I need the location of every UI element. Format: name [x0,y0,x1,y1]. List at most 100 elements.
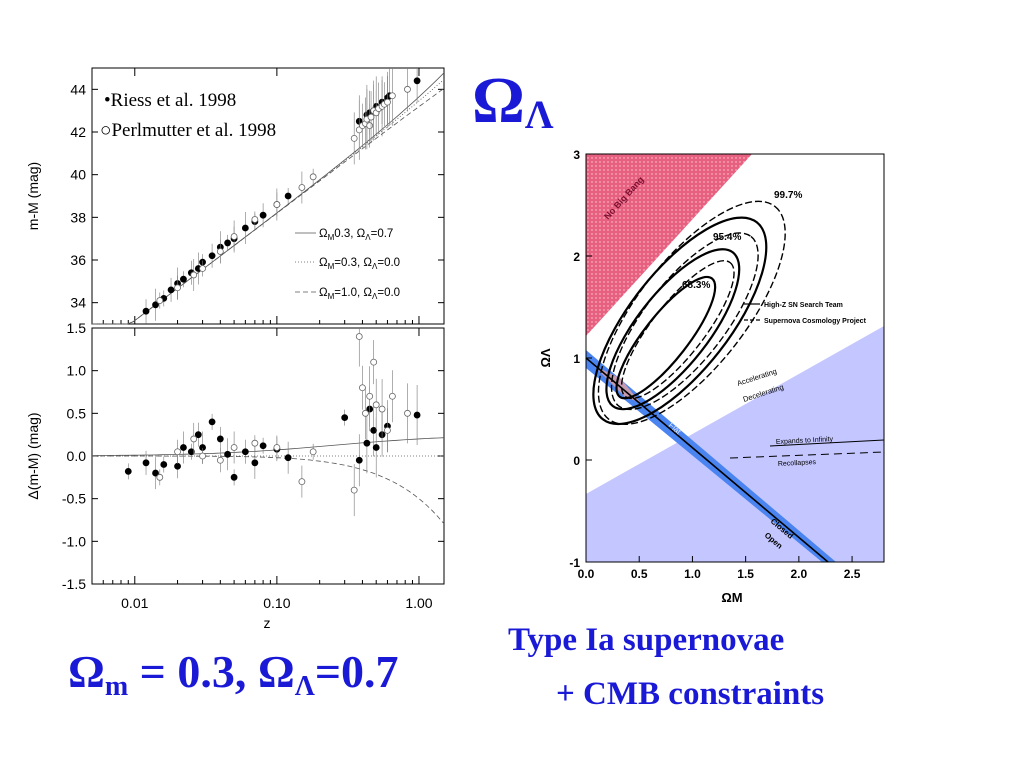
bottom-y-tick-label: -1.0 [62,533,86,549]
perlmutter-point [230,233,238,240]
label-99: 99.7% [774,190,802,201]
perlmutter-point [366,392,374,400]
top-y-label: m-M (mag) [25,162,41,230]
perlmutter-point [350,135,358,142]
perlmutter-point [404,409,411,417]
model-curve-top [92,88,445,325]
perlmutter-point [174,448,181,456]
bottom-y-label: Δ(m-M) (mag) [25,412,41,499]
riess-point [241,448,249,456]
riess-point [216,435,224,443]
bottom-y-tick-label: -1.5 [62,576,86,592]
top-y-tick-label: 44 [70,81,86,97]
caption-line-1: Type Ia supernovae [508,622,785,658]
riess-point [142,459,150,467]
model-legend-2: ΩM=0.3, ΩΛ=0.0 [319,257,400,271]
label-expands: Expands to Infinity [776,436,834,446]
x-ticks: 0.01 0.10 1.00 [102,68,433,611]
riess-point [167,286,175,294]
model-curve-bottom [91,437,445,456]
top-y-tick-label: 38 [70,209,86,225]
riess-point [142,307,150,315]
perlmutter-point [199,452,206,460]
perlmutter-point [367,113,375,121]
legend-high-z: High-Z SN Search Team [764,302,843,309]
contour-x-tick-label: 1.0 [684,567,701,581]
omega-m-symbol: Ω [68,646,105,697]
legend-perlmutter: ○Perlmutter et al. 1998 [100,120,276,141]
top-y-ticks: 34 36 38 40 42 44 [70,81,444,311]
perlmutter-point [230,444,238,451]
flat-universe-band [586,350,836,562]
perlmutter-point [372,401,380,409]
caption-line-2: + CMB constraints [556,676,825,712]
riess-point [284,454,292,462]
perlmutter-point [199,265,206,272]
contour-x-ticks: 0.0 0.5 1.0 1.5 2.0 2.5 [578,556,861,581]
legend-scp: Supernova Cosmology Project [764,318,867,325]
contour-legend: High-Z SN Search Team Supernova Cosmolog… [744,302,867,325]
perlmutter-point [404,85,411,93]
lambda-subscript: Λ [524,92,554,137]
omega-lambda-symbol: Ω [257,646,295,697]
bottom-y-tick-label: -0.5 [62,491,86,507]
contour-y-ticks: -1 0 1 2 3 [569,148,592,570]
contour-y-tick-label: 3 [573,148,580,162]
accelerating-region [586,326,884,562]
riess-point [413,77,421,85]
contour-y-tick-label: 0 [573,454,580,468]
top-model-curves [92,72,445,325]
perlmutter-point [384,98,391,106]
perlmutter-point [350,486,358,494]
contour-y-label: ΩΛ [538,348,553,367]
riess-point [224,450,231,458]
lambda-subscript-2: Λ [294,671,315,702]
model-legend-1: ΩM0.3, ΩΛ=0.7 [319,228,393,242]
hubble-diagram: 34 36 38 40 42 44 -1.5 -1.0 -0.5 0.0 0.5 1.0 1.5 0.… [25,67,445,631]
riess-point [259,211,267,219]
riess-point [194,431,202,439]
riess-point [370,426,378,434]
contour-x-label: ΩM [721,590,742,605]
perlmutter-point [384,426,391,434]
riess-point [363,439,371,447]
contour-y-tick-label: 2 [573,250,580,264]
bottom-y-ticks: -1.5 -1.0 -0.5 0.0 0.5 1.0 1.5 [62,320,444,592]
legend-riess: •Riess et al. 1998 [104,90,236,111]
perlmutter-point [190,435,198,443]
contour-dashed-99.7% [597,200,786,425]
perlmutter-point [359,384,366,392]
riess-point [160,461,168,468]
contour-solid-99.7% [592,216,768,426]
omega-m-value: = 0.3, [128,646,258,697]
riess-point [174,462,181,470]
model-curve-bottom [92,455,445,525]
perlmutter-point [309,448,317,456]
x-tick-label: 1.00 [405,595,432,611]
hubble-top-frame [91,67,445,325]
omega-lambda-value: =0.7 [314,646,399,697]
contour-x-tick-label: 2.5 [844,567,861,581]
riess-point [152,301,159,309]
x-label: z [264,615,271,631]
label-68: 68.3% [682,280,710,291]
bottom-model-curves [91,437,445,525]
label-recollapses: Recollapses [778,459,817,468]
perlmutter-point [388,92,396,100]
top-y-tick-label: 36 [70,252,86,268]
label-95: 95.4% [713,232,741,243]
contour-x-tick-label: 1.5 [737,567,754,581]
riess-point [259,442,267,450]
contour-plot: 99.7% 95.4% 68.3% No Big Bang Accelerati… [538,148,885,605]
top-y-tick-label: 34 [70,295,86,311]
perlmutter-point [190,271,198,279]
top-data-points [142,68,421,324]
bottom-y-tick-label: 0.5 [67,405,87,421]
contour-y-tick-label: -1 [569,556,580,570]
riess-point [341,414,349,422]
perlmutter-point [216,248,224,255]
perlmutter-point [174,284,181,292]
perlmutter-point [298,478,306,486]
contour-x-tick-label: 0.0 [578,567,595,581]
perlmutter-point [156,297,164,304]
